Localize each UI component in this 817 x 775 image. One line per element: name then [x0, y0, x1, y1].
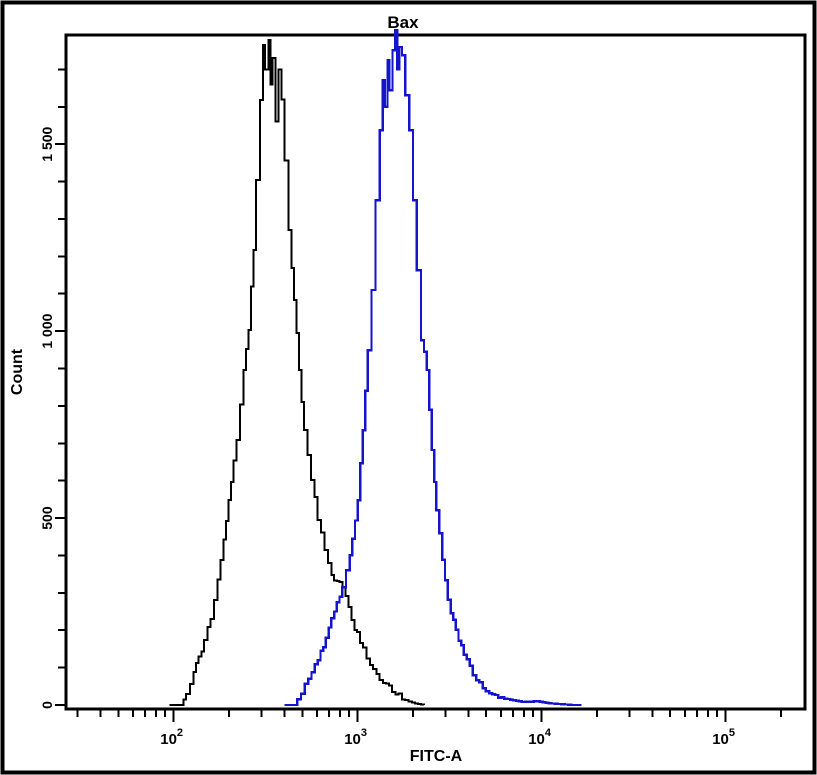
axes — [64, 33, 807, 711]
chart-title: Bax — [387, 13, 419, 32]
axis-tick-labels: 102 103 104 105 0 500 1 000 1 500 — [39, 126, 735, 748]
x-tick-label: 105 — [712, 727, 735, 748]
y-tick-label: 0 — [39, 701, 55, 709]
plot-frame — [64, 33, 807, 711]
curve-black-histogram — [169, 39, 426, 706]
y-tick-label: 500 — [39, 506, 55, 530]
x-axis-label: FITC-A — [410, 748, 463, 765]
x-tick-label: 103 — [344, 727, 367, 748]
y-tick-label: 1 000 — [39, 313, 55, 348]
x-tick-label: 102 — [160, 727, 183, 748]
y-axis-label: Count — [9, 348, 26, 395]
axis-ticks — [55, 68, 783, 722]
curve-blue-histogram — [284, 28, 582, 707]
y-tick-label: 1 500 — [39, 126, 55, 161]
histogram-curves — [169, 28, 582, 707]
x-tick-label: 104 — [528, 727, 552, 748]
